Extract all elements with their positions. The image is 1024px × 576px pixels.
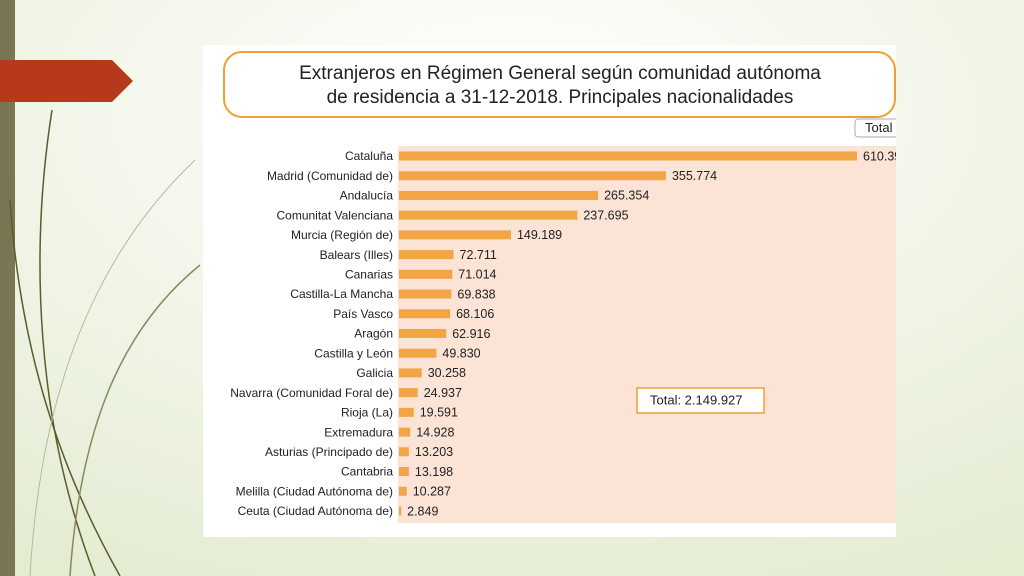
category-label: Balears (Illes)	[320, 248, 393, 262]
category-label: País Vasco	[333, 307, 393, 321]
value-label: 68.106	[456, 307, 494, 321]
decoration	[9, 109, 201, 576]
category-label: Melilla (Ciudad Autónoma de)	[236, 484, 393, 498]
value-label: 72.711	[460, 248, 497, 262]
category-label: Rioja (La)	[341, 406, 393, 420]
category-label: Asturias (Principado de)	[265, 445, 393, 459]
title-box	[223, 51, 896, 118]
value-label: 610.39	[863, 149, 901, 163]
legend-box	[854, 118, 896, 138]
value-label: 14.928	[416, 425, 454, 439]
bar	[399, 269, 453, 279]
value-label: 355.774	[672, 169, 717, 183]
category-label: Canarias	[345, 267, 393, 281]
value-label: 69.838	[457, 287, 495, 301]
bar	[399, 210, 578, 220]
category-label: Galicia	[356, 366, 393, 380]
bar	[399, 250, 454, 260]
value-label: 10.287	[413, 485, 451, 499]
value-label: 19.591	[420, 406, 458, 420]
bar	[399, 230, 511, 240]
side-bar	[0, 0, 15, 576]
value-label: 13.198	[415, 465, 453, 479]
value-label: 24.937	[424, 386, 462, 400]
category-label: Comunitat Valenciana	[276, 208, 393, 222]
category-label: Cantabria	[341, 465, 393, 479]
bar	[399, 348, 437, 358]
category-label: Navarra (Comunidad Foral de)	[230, 386, 393, 400]
plot-area	[398, 146, 896, 523]
category-label: Madrid (Comunidad de)	[267, 169, 393, 183]
bar	[399, 151, 857, 161]
category-label: Extremadura	[324, 425, 393, 439]
category-label: Castilla y León	[314, 346, 393, 360]
value-label: 265.354	[604, 189, 649, 203]
chart-title: Extranjeros en Régimen General según com…	[299, 63, 821, 108]
plot: Total 610.39 355.774 265.354 237.695 149.189…	[398, 118, 901, 523]
category-label: Castilla-La Mancha	[290, 287, 393, 301]
bar	[399, 190, 599, 200]
category-label: Murcia (Región de)	[291, 228, 393, 242]
bar	[399, 388, 418, 398]
value-label: 62.916	[452, 327, 490, 341]
category-label: Andalucía	[340, 189, 394, 203]
value-label: 2.849	[407, 504, 438, 518]
annotation-box	[636, 387, 765, 414]
bar	[399, 171, 666, 181]
bar	[399, 328, 447, 338]
bar	[399, 467, 409, 477]
value-label: 71.014	[458, 268, 496, 282]
annotation: Total: 2.149.927	[650, 392, 743, 407]
category-label: Ceuta (Ciudad Autónoma de)	[238, 504, 393, 518]
value-label: 13.203	[415, 445, 453, 459]
value-label: 30.258	[428, 366, 466, 380]
arrow	[0, 60, 133, 102]
bar	[399, 427, 411, 437]
bar	[399, 368, 422, 378]
category-label: Cataluña	[345, 149, 393, 163]
legend-label: Total	[865, 120, 893, 135]
value-label: 149.189	[517, 228, 562, 242]
category-label: Aragón	[354, 327, 393, 341]
bar	[399, 407, 414, 417]
bar	[399, 289, 452, 299]
value-label: 237.695	[583, 208, 628, 222]
bar	[399, 309, 451, 319]
bar	[399, 447, 409, 457]
value-label: 49.830	[442, 346, 480, 360]
bar	[399, 506, 402, 516]
bar	[399, 486, 407, 496]
